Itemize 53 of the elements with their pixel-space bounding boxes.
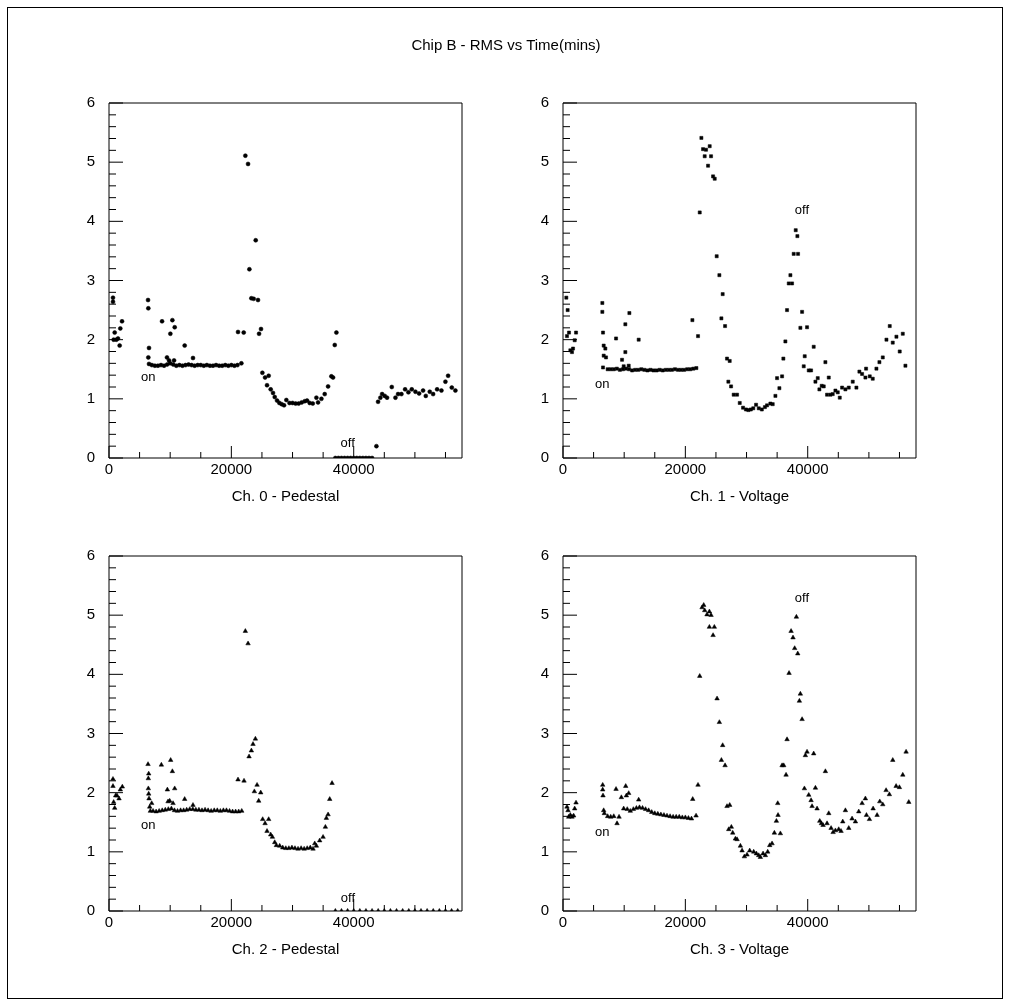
x-tick-label: 20000 [664,460,707,478]
y-tick-label: 6 [86,93,95,111]
x-axis-title: Ch. 3 - Voltage [689,940,790,958]
annotation: on [140,816,156,832]
y-tick-label: 3 [86,270,95,288]
x-axis-title: Ch. 1 - Voltage [689,487,790,505]
y-tick-label: 5 [540,605,549,623]
x-tick-label: 20000 [210,913,253,931]
text: Chip B - RMS vs Time(mins) [410,36,602,53]
y-tick-label: 4 [86,211,95,229]
x-tick-label: 40000 [786,460,829,478]
x-tick-label: 40000 [332,460,375,478]
y-tick-label: 3 [540,723,549,741]
x-axis-title: Ch. 2 - Pedestal [231,940,340,958]
x-tick-label: 40000 [786,913,829,931]
y-tick-label: 2 [540,329,549,347]
y-tick-label: 1 [540,388,549,406]
y-tick-label: 1 [86,388,95,406]
x-tick-label: 40000 [332,913,375,931]
annotation: on [594,824,610,840]
y-tick-label: 6 [540,93,549,111]
annotation: off [794,590,810,606]
y-tick-label: 0 [540,448,549,466]
annotation: off [340,434,356,450]
y-tick-label: 5 [86,605,95,623]
y-tick-label: 2 [86,329,95,347]
y-tick-label: 4 [540,211,549,229]
annotation: off [340,890,356,906]
y-tick-label: 0 [86,901,95,919]
annotation: on [140,368,156,384]
x-tick-label: 0 [104,460,114,478]
x-tick-label: 20000 [664,913,707,931]
x-axis-title: Ch. 0 - Pedestal [231,487,340,505]
y-tick-label: 0 [86,448,95,466]
y-tick-label: 2 [86,782,95,800]
annotation: on [594,375,610,391]
y-tick-label: 6 [86,546,95,564]
y-tick-label: 4 [86,664,95,682]
y-tick-label: 5 [86,152,95,170]
x-tick-label: 20000 [210,460,253,478]
y-tick-label: 0 [540,901,549,919]
y-tick-label: 5 [540,152,549,170]
y-tick-label: 3 [540,270,549,288]
y-tick-label: 6 [540,546,549,564]
x-tick-label: 0 [558,913,568,931]
y-tick-label: 2 [540,782,549,800]
y-tick-label: 1 [86,841,95,859]
x-tick-label: 0 [104,913,114,931]
y-tick-label: 3 [86,723,95,741]
annotation: off [794,202,810,218]
y-tick-label: 1 [540,841,549,859]
y-tick-label: 4 [540,664,549,682]
x-tick-label: 0 [558,460,568,478]
